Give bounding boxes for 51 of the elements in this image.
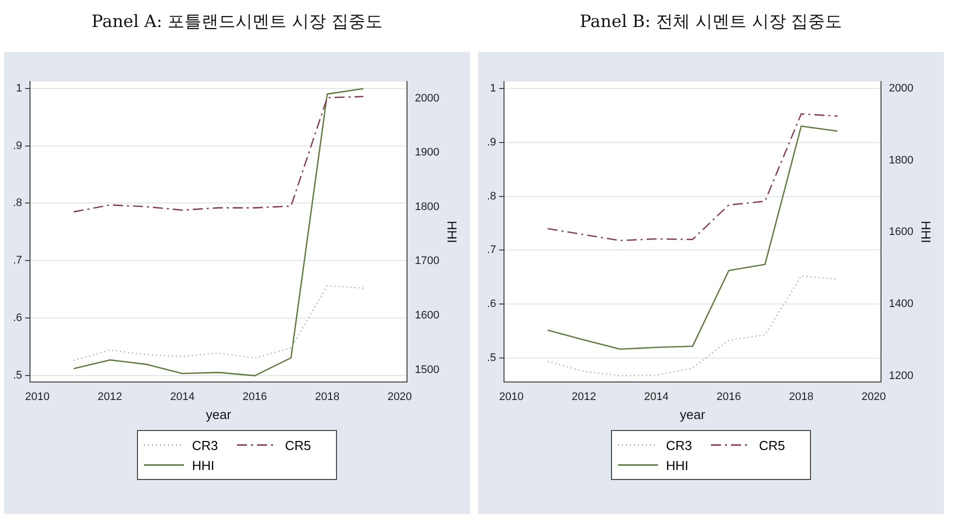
x-axis-title: year [680, 406, 706, 422]
line-series [72, 96, 364, 212]
y-tick-label: .8 [486, 190, 496, 202]
legend-label: CR5 [285, 438, 312, 452]
y2-tick-label: 1400 [888, 298, 914, 310]
legend-label: CR3 [666, 438, 692, 452]
y2-tick-label: 2000 [414, 92, 440, 104]
x-tick-label: 2010 [499, 390, 524, 403]
x-tick-label: 2018 [314, 390, 340, 403]
x-tick-label: 2010 [25, 390, 50, 403]
x-tick-label: 2014 [170, 390, 195, 403]
y2-axis-title: HHI [444, 220, 460, 244]
x-tick-label: 2018 [788, 390, 814, 403]
legend-label: CR5 [759, 438, 786, 452]
y-tick-label: .8 [12, 197, 22, 210]
x-tick-label: 2020 [387, 390, 412, 403]
y-tick-label: .7 [486, 244, 496, 256]
y2-tick-label: 1900 [414, 146, 440, 159]
y2-tick-label: 2000 [888, 82, 914, 94]
chart-title: Panel B: 전체 시멘트 시장 집중도 [578, 11, 844, 34]
line-series [546, 113, 838, 242]
y2-axis-title: HHI [918, 220, 934, 244]
x-tick-label: 2016 [242, 390, 268, 403]
x-tick-label: 2012 [572, 390, 596, 403]
y-tick-label: 1 [16, 82, 22, 95]
y2-tick-label: 1700 [414, 255, 440, 268]
y-tick-label: .5 [12, 369, 22, 382]
y2-tick-label: 1500 [414, 364, 440, 376]
y-tick-label: .7 [12, 254, 22, 267]
y-tick-label: 1 [490, 82, 496, 95]
y2-tick-label: 1800 [888, 154, 914, 166]
x-tick-label: 2020 [861, 390, 886, 403]
y2-tick-label: 1800 [414, 200, 440, 213]
y-tick-label: .6 [486, 298, 496, 310]
line-series [72, 285, 364, 362]
y-tick-label: .6 [12, 312, 22, 324]
legend-label: CR3 [192, 438, 218, 452]
x-tick-label: 2014 [644, 390, 669, 403]
x-tick-label: 2012 [98, 390, 122, 403]
chart-title: Panel A: 포틀랜드시멘트 시장 집중도 [90, 11, 384, 34]
line-series [546, 275, 838, 376]
legend-label: HHI [192, 458, 214, 472]
x-tick-label: 2016 [716, 390, 742, 403]
y2-tick-label: 1200 [888, 370, 914, 382]
y2-tick-label: 1600 [888, 226, 914, 238]
x-axis-title: year [206, 406, 232, 422]
y-tick-label: .9 [12, 140, 22, 152]
legend-label: HHI [666, 458, 688, 472]
y2-tick-label: 1600 [414, 309, 440, 322]
y-tick-label: .5 [486, 352, 496, 364]
y-tick-label: .9 [486, 136, 496, 149]
